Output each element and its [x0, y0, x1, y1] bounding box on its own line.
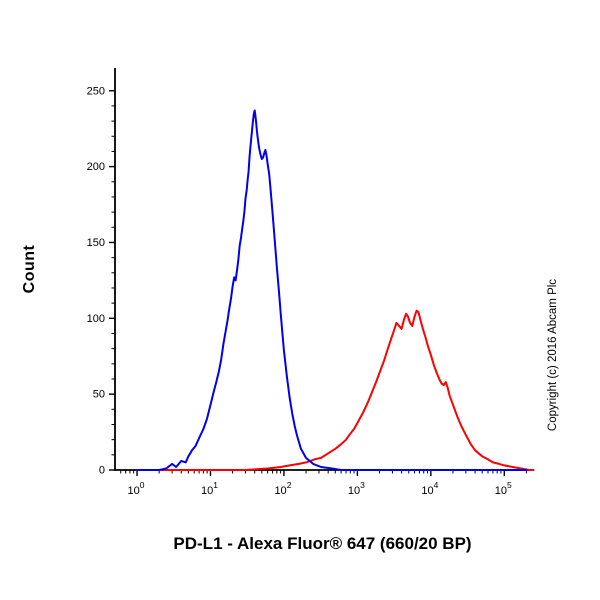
svg-text:0: 0 [99, 465, 105, 477]
copyright-notice: Copyright (c) 2016 Abcam Plc [547, 278, 559, 432]
svg-text:100: 100 [87, 313, 105, 325]
svg-text:102: 102 [274, 480, 291, 497]
svg-text:50: 50 [93, 389, 105, 401]
svg-text:150: 150 [87, 237, 105, 249]
y-axis-label: Count [21, 244, 38, 294]
svg-text:200: 200 [87, 161, 105, 173]
svg-text:101: 101 [201, 480, 218, 497]
figure-title: PD-L1 - Alexa Fluor® 647 (660/20 BP) [173, 534, 472, 553]
svg-text:250: 250 [87, 85, 105, 97]
svg-text:103: 103 [348, 480, 365, 497]
svg-text:104: 104 [421, 480, 438, 497]
svg-text:100: 100 [128, 480, 145, 497]
svg-text:105: 105 [495, 480, 512, 497]
